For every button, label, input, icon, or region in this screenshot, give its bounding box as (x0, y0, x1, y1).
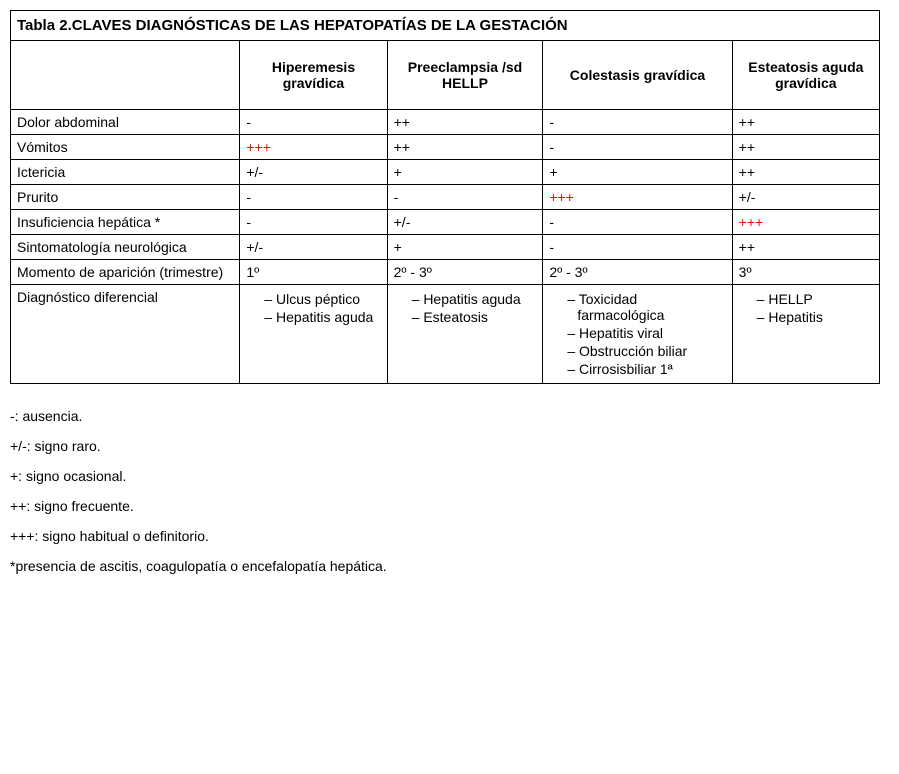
table-row: Ictericia+/-++++ (11, 160, 880, 185)
table-row: Momento de aparición (trimestre)1º2º - 3… (11, 260, 880, 285)
table-row: Vómitos+++++-++ (11, 135, 880, 160)
diagnostic-list-cell: Hepatitis aguda Esteatosis (387, 285, 543, 384)
cell-value: ++ (732, 110, 879, 135)
diagnostic-list: HELLP Hepatitis (743, 291, 873, 325)
cell-value: - (543, 110, 732, 135)
row-label: Diagnóstico diferencial (11, 285, 240, 384)
cell-value: - (240, 185, 387, 210)
diagnostic-list: Ulcus péptico Hepatitis aguda (250, 291, 380, 325)
cell-value: - (387, 185, 543, 210)
cell-value: - (543, 135, 732, 160)
cell-value: +++ (732, 210, 879, 235)
header-blank (11, 41, 240, 110)
legend-line: *presencia de ascitis, coagulopatía o en… (10, 558, 889, 574)
header-col-3: Colestasis gravídica (543, 41, 732, 110)
diagnostic-item: Ulcus péptico (264, 291, 380, 307)
header-col-2: Preeclampsia /sd HELLP (387, 41, 543, 110)
diagnostic-item: Obstrucción biliar (567, 343, 725, 359)
cell-value: 1º (240, 260, 387, 285)
legend-line: +: signo ocasional. (10, 468, 889, 484)
cell-value: - (543, 210, 732, 235)
cell-value: 2º - 3º (543, 260, 732, 285)
diagnostic-item: Esteatosis (412, 309, 537, 325)
cell-value: +/- (732, 185, 879, 210)
cell-value: ++ (732, 235, 879, 260)
diagnostic-item: Hepatitis aguda (264, 309, 380, 325)
legend-line: +++: signo habitual o definitorio. (10, 528, 889, 544)
diagnostic-item: Toxicidad farmacológica (567, 291, 725, 323)
cell-value: 3º (732, 260, 879, 285)
legend-line: +/-: signo raro. (10, 438, 889, 454)
header-col-1: Hiperemesis gravídica (240, 41, 387, 110)
diagnostic-item: Hepatitis (757, 309, 873, 325)
table-title: Tabla 2.CLAVES DIAGNÓSTICAS DE LAS HEPAT… (11, 11, 880, 41)
table-row: Dolor abdominal-++-++ (11, 110, 880, 135)
cell-value: +++ (543, 185, 732, 210)
table-row: Prurito--++++/- (11, 185, 880, 210)
cell-value: - (240, 110, 387, 135)
cell-value: +/- (240, 160, 387, 185)
diagnostic-list-cell: Toxicidad farmacológica Hepatitis viral Ob… (543, 285, 732, 384)
cell-value: ++ (732, 135, 879, 160)
diagnostic-item: Cirrosisbiliar 1ª (567, 361, 725, 377)
cell-value: ++ (387, 135, 543, 160)
legend-line: ++: signo frecuente. (10, 498, 889, 514)
cell-value: +++ (240, 135, 387, 160)
diagnostic-list-cell: HELLP Hepatitis (732, 285, 879, 384)
cell-value: +/- (240, 235, 387, 260)
row-label: Insuficiencia hepática * (11, 210, 240, 235)
row-label: Prurito (11, 185, 240, 210)
row-label: Momento de aparición (trimestre) (11, 260, 240, 285)
row-label: Dolor abdominal (11, 110, 240, 135)
diagnostic-table: Tabla 2.CLAVES DIAGNÓSTICAS DE LAS HEPAT… (10, 10, 880, 384)
diagnostic-list-cell: Ulcus péptico Hepatitis aguda (240, 285, 387, 384)
diagnostic-list: Toxicidad farmacológica Hepatitis viral Ob… (553, 291, 725, 377)
cell-value: - (543, 235, 732, 260)
table-row: Insuficiencia hepática *-+/--+++ (11, 210, 880, 235)
diagnostic-list: Hepatitis aguda Esteatosis (398, 291, 537, 325)
header-col-4: Esteatosis aguda gravídica (732, 41, 879, 110)
cell-value: ++ (732, 160, 879, 185)
header-row: Hiperemesis gravídica Preeclampsia /sd H… (11, 41, 880, 110)
diagnostic-differential-row: Diagnóstico diferencial Ulcus péptico Hepa… (11, 285, 880, 384)
cell-value: + (387, 160, 543, 185)
row-label: Sintomatología neurológica (11, 235, 240, 260)
legend-line: -: ausencia. (10, 408, 889, 424)
diagnostic-item: HELLP (757, 291, 873, 307)
cell-value: + (387, 235, 543, 260)
legend: -: ausencia. +/-: signo raro. +: signo oca… (10, 408, 889, 574)
cell-value: - (240, 210, 387, 235)
cell-value: +/- (387, 210, 543, 235)
diagnostic-item: Hepatitis viral (567, 325, 725, 341)
cell-value: ++ (387, 110, 543, 135)
row-label: Ictericia (11, 160, 240, 185)
cell-value: + (543, 160, 732, 185)
diagnostic-item: Hepatitis aguda (412, 291, 537, 307)
cell-value: 2º - 3º (387, 260, 543, 285)
table-row: Sintomatología neurológica+/-+-++ (11, 235, 880, 260)
row-label: Vómitos (11, 135, 240, 160)
